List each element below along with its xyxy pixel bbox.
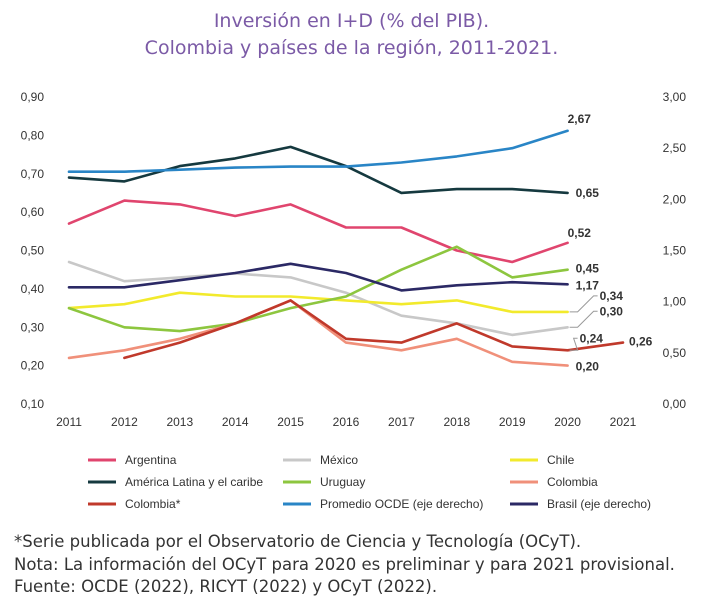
series-end-value-label: 1,17 xyxy=(576,278,600,292)
series-end-value-label: 0,24 xyxy=(580,331,604,345)
series-end-value-label: 2,67 xyxy=(568,112,592,126)
legend-label: Brasil (eje derecho) xyxy=(547,497,651,511)
left-axis-tick-label: 0,30 xyxy=(21,320,45,334)
right-axis-tick-label: 0,00 xyxy=(663,397,687,411)
legend-label: México xyxy=(320,453,358,467)
series-extra-value-label: 0,26 xyxy=(629,335,653,349)
x-axis-tick-label: 2016 xyxy=(333,415,360,429)
label-leader-line xyxy=(569,337,579,351)
right-axis-tick-label: 0,50 xyxy=(663,346,687,360)
series-line xyxy=(123,299,625,360)
series-end-value-label: 0,45 xyxy=(576,262,600,276)
x-axis-tick-label: 2018 xyxy=(443,415,470,429)
chart-title-line-2: Colombia y países de la región, 2011-202… xyxy=(144,37,559,59)
label-leader-line xyxy=(569,295,598,313)
x-axis-tick-label: 2020 xyxy=(554,415,581,429)
x-axis-tick-label: 2012 xyxy=(111,415,138,429)
left-axis-tick-label: 0,70 xyxy=(21,167,45,181)
right-axis-tick-label: 1,00 xyxy=(663,295,687,309)
series-line xyxy=(67,145,569,195)
footnote-series: *Serie publicada por el Observatorio de … xyxy=(14,532,582,551)
series-line xyxy=(67,260,569,337)
x-axis-tick-label: 2019 xyxy=(499,415,526,429)
legend-label: Argentina xyxy=(125,453,177,467)
series-line xyxy=(67,129,569,173)
right-axis-tick-label: 3,00 xyxy=(663,90,687,104)
footnotes: *Serie publicada por el Observatorio de … xyxy=(14,531,675,599)
series-line xyxy=(67,245,569,333)
left-axis-tick-label: 0,50 xyxy=(21,244,45,258)
series-end-value-label: 0,34 xyxy=(600,289,624,303)
right-axis-tick-label: 2,00 xyxy=(663,192,687,206)
x-axis-tick-label: 2021 xyxy=(610,415,637,429)
x-axis-tick-label: 2014 xyxy=(222,415,249,429)
legend-label: Chile xyxy=(547,453,575,467)
x-axis-tick-label: 2013 xyxy=(166,415,193,429)
legend-label: Promedio OCDE (eje derecho) xyxy=(320,497,483,511)
series-end-value-label: 0,65 xyxy=(576,186,600,200)
legend-label: Colombia* xyxy=(125,497,181,511)
series-line xyxy=(67,262,569,292)
line-chart: 0,10 0,20 0,30 0,40 0,50 0,60 0,70 0,80 0,90 0,00… xyxy=(21,90,687,511)
left-axis-tick-label: 0,80 xyxy=(21,128,45,142)
legend-label: Colombia xyxy=(547,475,598,489)
left-axis-tick-label: 0,40 xyxy=(21,282,45,296)
chart-end-labels: 0,52 0,300,34 0,65 0,45 0,20 0,24 0,26 2,67 1,17 xyxy=(568,112,653,374)
right-axis-tick-label: 1,50 xyxy=(663,244,687,258)
chart-axes: 0,10 0,20 0,30 0,40 0,50 0,60 0,70 0,80 0,90 0,00… xyxy=(21,90,687,429)
right-axis-tick-label: 2,50 xyxy=(663,141,687,155)
left-axis-tick-label: 0,60 xyxy=(21,205,45,219)
chart-title-line-1: Inversión en I+D (% del PIB). xyxy=(213,10,490,32)
chart-title: Inversión en I+D (% del PIB). Colombia y… xyxy=(0,8,703,62)
series-end-value-label: 0,30 xyxy=(600,304,624,318)
left-axis-tick-label: 0,20 xyxy=(21,359,45,373)
x-axis-tick-label: 2015 xyxy=(277,415,304,429)
chart-legend: Argentina México Chile América Latina y el … xyxy=(88,453,651,511)
label-leader-line xyxy=(569,310,598,328)
series-line xyxy=(67,291,569,314)
series-end-value-label: 0,52 xyxy=(568,226,592,240)
x-axis-tick-label: 2011 xyxy=(56,415,82,429)
footnote-note: Nota: La información del OCyT para 2020 … xyxy=(14,554,675,574)
left-axis-tick-label: 0,90 xyxy=(21,90,45,104)
legend-label: América Latina y el caribe xyxy=(125,475,263,489)
series-end-value-label: 0,20 xyxy=(576,360,600,374)
footnote-source: Fuente: OCDE (2022), RICYT (2022) y OCyT… xyxy=(14,577,438,596)
legend-label: Uruguay xyxy=(320,475,365,489)
series-line xyxy=(67,299,569,367)
left-axis-tick-label: 0,10 xyxy=(21,397,45,411)
chart-series xyxy=(67,129,625,367)
x-axis-tick-label: 2017 xyxy=(388,415,415,429)
series-line xyxy=(67,199,569,264)
